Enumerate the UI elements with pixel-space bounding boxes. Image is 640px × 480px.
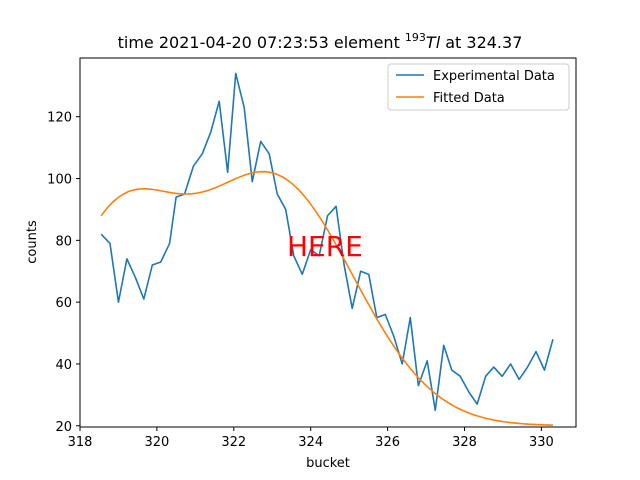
x-tick-label: 320 xyxy=(144,435,169,450)
legend-label-fitted: Fitted Data xyxy=(433,91,505,106)
x-tick-label: 330 xyxy=(529,435,554,450)
y-tick-label: 80 xyxy=(55,234,72,249)
y-tick-label: 40 xyxy=(55,358,72,373)
x-tick-label: 322 xyxy=(221,435,246,450)
x-tick-label: 328 xyxy=(452,435,477,450)
series-line-fitted xyxy=(100,170,553,426)
chart-title-suffix: at 324.37 xyxy=(440,33,522,52)
chart-title: time 2021-04-20 07:23:53 element 193Tl a… xyxy=(118,31,523,52)
plot-area xyxy=(100,72,554,426)
legend-frame xyxy=(387,63,570,111)
series-line-experimental xyxy=(100,72,554,412)
chart-title-isotope-symbol: Tl xyxy=(426,33,441,52)
legend: Experimental Data Fitted Data xyxy=(387,63,570,111)
annotation-text: HERE xyxy=(287,230,363,263)
chart-title-prefix: time 2021-04-20 07:23:53 element xyxy=(118,33,405,52)
x-tick-label: 326 xyxy=(375,435,400,450)
y-axis-label: counts xyxy=(25,220,40,264)
y-axis-ticks: 20 40 60 80 100 120 xyxy=(47,111,80,435)
y-tick-label: 120 xyxy=(47,111,72,126)
x-axis-ticks: 318 320 322 324 326 328 330 xyxy=(68,427,554,450)
plot-frame xyxy=(79,57,577,428)
y-tick-label: 60 xyxy=(55,296,72,311)
y-tick-label: 100 xyxy=(47,173,72,188)
y-tick-label: 20 xyxy=(55,420,72,435)
chart-title-isotope-mass: 193 xyxy=(405,31,426,44)
legend-label-experimental: Experimental Data xyxy=(433,69,555,84)
x-tick-label: 324 xyxy=(298,435,323,450)
x-tick-label: 318 xyxy=(68,435,93,450)
x-axis-label: bucket xyxy=(306,456,350,471)
